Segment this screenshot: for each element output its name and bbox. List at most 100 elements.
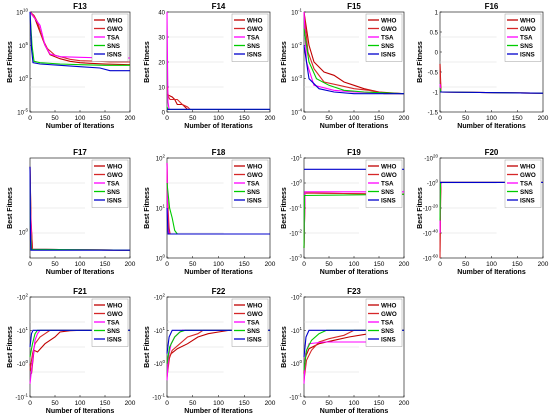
x-tick-label: 200 [265, 115, 276, 122]
legend-entry: GWO [247, 26, 263, 33]
legend [91, 13, 129, 62]
x-axis-label: Number of Iterations [184, 269, 253, 276]
legend-entry: GWO [247, 172, 263, 179]
chart-title: F17 [73, 148, 87, 157]
legend-entry: SNS [247, 43, 260, 50]
legend-entry: TSA [107, 34, 120, 41]
x-tick-label: 100 [75, 261, 86, 268]
y-tick-label: 100 [156, 254, 166, 263]
x-axis-label: Number of Iterations [184, 408, 253, 413]
chart-title: F14 [212, 2, 226, 11]
legend-entry: WHO [247, 17, 262, 24]
x-tick-label: 0 [165, 115, 169, 122]
x-tick-label: 100 [213, 115, 224, 122]
legend-entry: ISNS [381, 197, 396, 204]
y-axis-label: Best Fitness [7, 187, 14, 229]
chart-title: F19 [347, 148, 361, 157]
x-tick-label: 0 [302, 115, 306, 122]
legend-entry: SNS [107, 328, 120, 335]
x-tick-label: 100 [75, 400, 86, 407]
series-line-isns [29, 329, 130, 348]
x-tick-label: 200 [265, 261, 276, 268]
y-tick-label: -101 [291, 326, 303, 335]
y-tick-label: -0.5 [428, 71, 439, 77]
legend-entry: ISNS [381, 51, 396, 58]
y-axis-label: Best Fitness [417, 41, 424, 83]
y-axis-label: Best Fitness [7, 41, 14, 83]
y-tick-label: -101 [154, 326, 166, 335]
y-tick-label: 0 [162, 111, 166, 117]
legend-entry: GWO [247, 311, 263, 318]
x-tick-label: 150 [100, 400, 111, 407]
series-line-isns [439, 91, 544, 94]
legend-entry: ISNS [520, 51, 535, 58]
legend-entry: SNS [520, 43, 533, 50]
chart-title: F23 [347, 287, 361, 296]
x-tick-label: 100 [75, 115, 86, 122]
legend-entry: WHO [247, 302, 262, 309]
chart-title: F16 [485, 2, 499, 11]
chart-panel-f18: F18 0 50 100 150 200 100 101 102 Number of Iterat… [144, 148, 276, 276]
series-line-isns [303, 329, 404, 358]
y-tick-label: 30 [158, 36, 165, 42]
x-tick-label: 200 [538, 261, 549, 268]
x-tick-label: 100 [349, 261, 360, 268]
x-tick-label: 150 [374, 400, 385, 407]
legend-entry: TSA [381, 34, 394, 41]
x-axis-label: Number of Iterations [184, 123, 253, 130]
y-tick-label: 1 [435, 11, 439, 17]
x-axis-label: Number of Iterations [457, 123, 526, 130]
y-tick-label: -102 [154, 293, 166, 302]
series-line-who [29, 11, 131, 66]
y-tick-label: -100 [427, 179, 439, 188]
legend-entry: ISNS [520, 197, 535, 204]
y-axis-label: Best Fitness [281, 326, 288, 368]
legend-entry: WHO [520, 17, 535, 24]
chart-title: F20 [485, 148, 499, 157]
legend-entry: GWO [107, 26, 123, 33]
y-tick-label: -1.5 [428, 111, 439, 117]
x-tick-label: 50 [51, 115, 59, 122]
y-tick-label: -101 [291, 154, 303, 163]
x-tick-label: 200 [538, 115, 549, 122]
series-line-isns [166, 329, 270, 354]
x-axis-label: Number of Iterations [46, 269, 115, 276]
chart-panel-f22: F22 0 50 100 150 200 -10-1 -100 -101 -102 Number o… [144, 287, 276, 413]
legend-entry: ISNS [247, 197, 262, 204]
x-tick-label: 100 [486, 261, 497, 268]
legend-entry: WHO [247, 163, 262, 170]
x-tick-label: 150 [374, 115, 385, 122]
y-tick-label: -10-1 [289, 204, 302, 213]
x-tick-label: 200 [265, 400, 276, 407]
y-tick-label: 10-1 [291, 8, 302, 17]
chart-panel-f20: F20 0 50 100 150 200 -10-60 -10-40 -10-20 -100 -10… [417, 148, 549, 276]
y-tick-label: 10 [158, 86, 165, 92]
x-tick-label: 200 [125, 261, 136, 268]
x-axis-label: Number of Iterations [46, 408, 115, 413]
x-axis-label: Number of Iterations [320, 123, 389, 130]
x-tick-label: 0 [28, 115, 32, 122]
legend-entry: GWO [107, 172, 123, 179]
x-tick-label: 100 [349, 400, 360, 407]
y-tick-label: -10-40 [423, 229, 439, 238]
x-axis-label: Number of Iterations [320, 408, 389, 413]
x-tick-label: 0 [438, 115, 442, 122]
chart-panel-f23: F23 0 50 100 150 200 -10-1 -100 -101 -102 Number o… [281, 287, 410, 413]
chart-panel-f19: F19 0 50 100 150 200 -10-3 -10-2 -10-1 -100 -101 Nu… [281, 148, 410, 276]
x-tick-label: 0 [165, 400, 169, 407]
series-line-sns [303, 28, 405, 95]
x-tick-label: 50 [325, 115, 333, 122]
chart-title: F18 [212, 148, 226, 157]
series-line-gwo [166, 329, 270, 378]
x-tick-label: 50 [462, 115, 470, 122]
chart-panel-f13: F13 0 50 100 150 200 10-5 100 105 1010 Number of I… [7, 2, 136, 130]
y-tick-label: 100 [19, 227, 29, 236]
x-tick-label: 100 [213, 400, 224, 407]
legend-entry: TSA [107, 180, 120, 187]
y-tick-label: 102 [156, 154, 166, 163]
y-axis-label: Best Fitness [144, 187, 151, 229]
x-tick-label: 50 [325, 261, 333, 268]
legend-entry: WHO [520, 163, 535, 170]
chart-panel-f14: F14 0 50 100 150 200 0 10 20 30 40 Number of Iterat… [144, 2, 276, 130]
